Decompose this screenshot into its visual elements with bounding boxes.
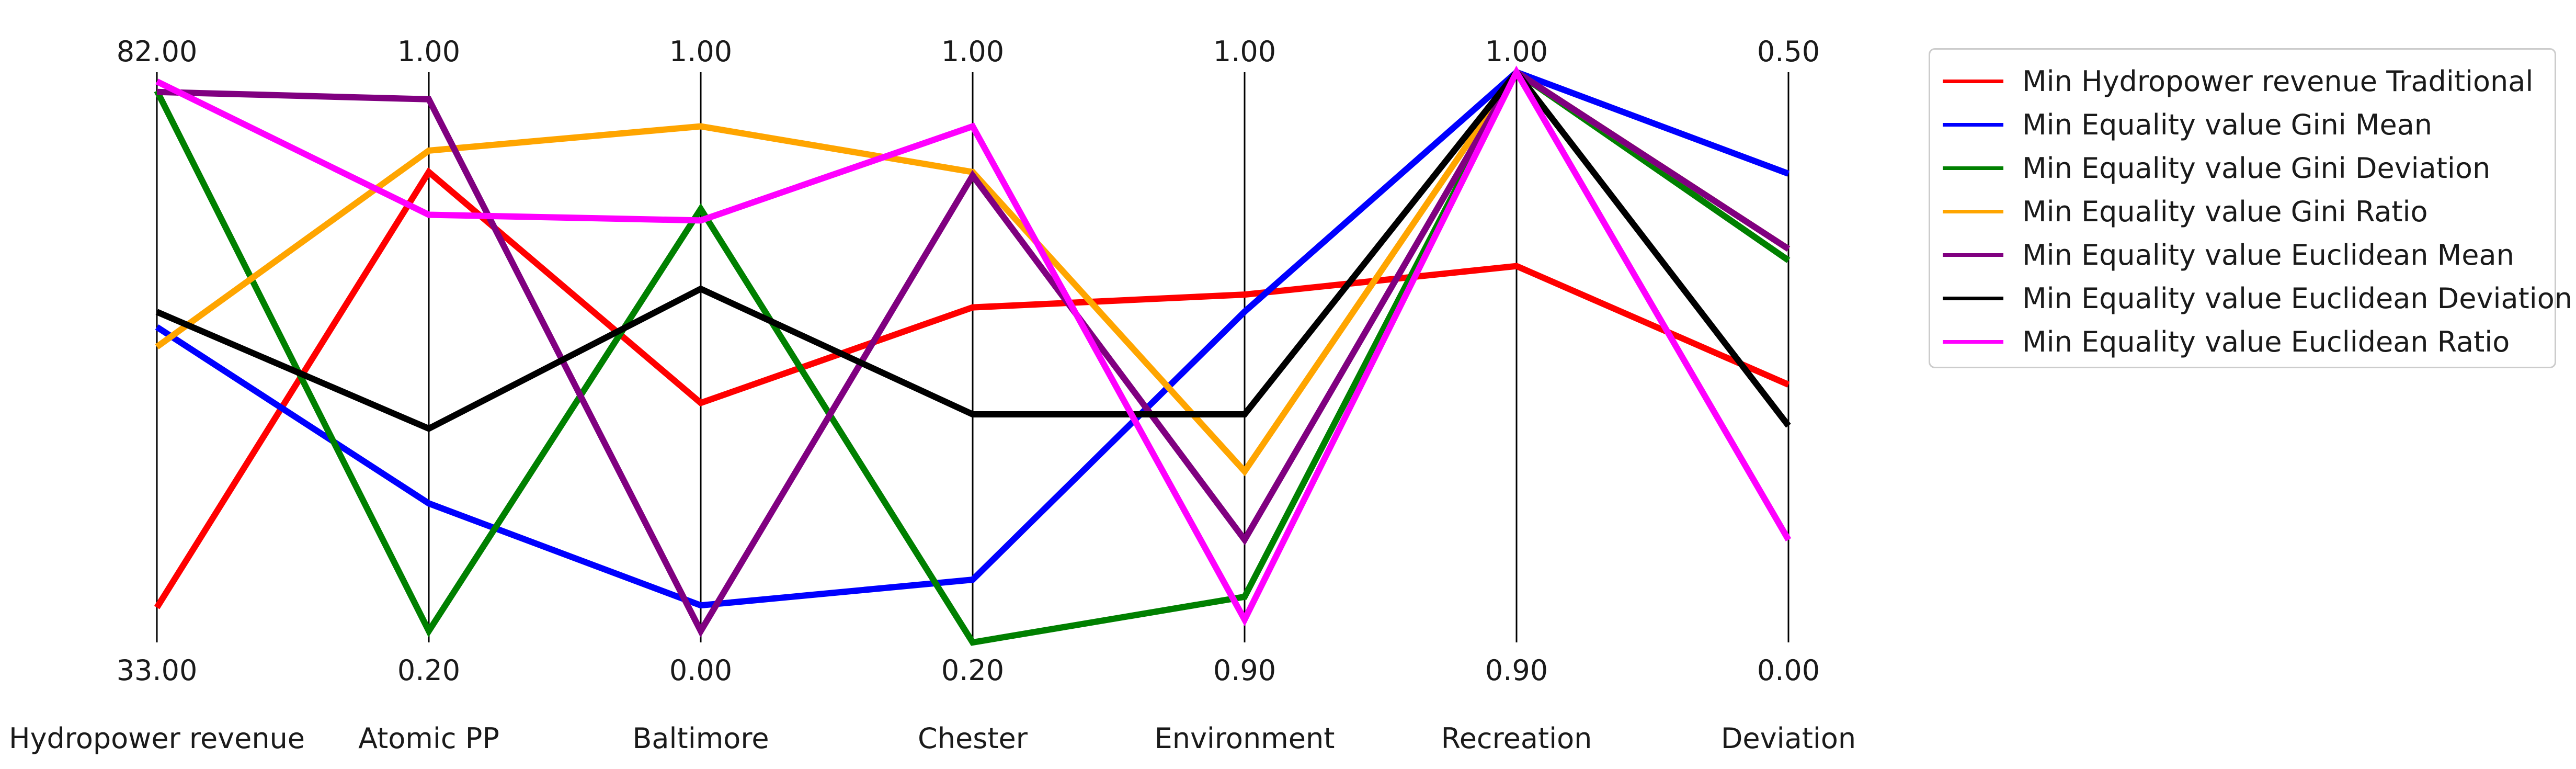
axis-min-tick-label: 0.20 [941, 654, 1004, 687]
axis-label: Environment [1155, 722, 1335, 755]
legend-label: Min Equality value Euclidean Ratio [2022, 325, 2510, 358]
axis-max-tick-label: 0.50 [1757, 35, 1820, 68]
legend-item: Min Equality value Euclidean Mean [1943, 234, 2514, 276]
axis-max-tick-label: 1.00 [941, 35, 1004, 68]
legend-label: Min Equality value Euclidean Deviation [2022, 281, 2572, 315]
axis-max-tick-label: 82.00 [117, 35, 198, 68]
series-line [154, 167, 1790, 609]
legend-item: Min Equality value Gini Ratio [1943, 190, 2428, 232]
axis-labels-layer: 82.00 33.00 Hydropower revenue 1.00 0.20 Atom… [9, 35, 1856, 755]
legend-swatch [1943, 296, 2003, 300]
axis-min-tick-label: 0.00 [669, 654, 732, 687]
axis-max-tick-label: 1.00 [397, 35, 460, 68]
legend-swatch [1943, 340, 2003, 344]
axis-max-tick-label: 1.00 [669, 35, 732, 68]
legend-swatch [1943, 209, 2003, 213]
legend-label: Min Hydropower revenue Traditional [2022, 64, 2534, 98]
legend-label: Min Equality value Euclidean Mean [2022, 238, 2514, 272]
axis-label: Chester [918, 722, 1028, 755]
legend-swatch [1943, 79, 2003, 83]
legend-label: Min Equality value Gini Mean [2022, 108, 2433, 141]
axis-max-tick-label: 1.00 [1213, 35, 1276, 68]
axis-min-tick-label: 0.90 [1213, 654, 1276, 687]
legend: Min Hydropower revenue Traditional Min Eq… [1929, 48, 2572, 368]
axes-layer [156, 72, 1789, 642]
series-line [155, 65, 1792, 627]
legend-swatch [1943, 253, 2003, 257]
axis-min-tick-label: 0.20 [397, 654, 460, 687]
legend-label: Min Equality value Gini Deviation [2022, 151, 2491, 185]
legend-item: Min Equality value Gini Deviation [1943, 147, 2490, 189]
axis-label: Recreation [1441, 722, 1592, 755]
axis-min-tick-label: 0.00 [1757, 654, 1820, 687]
legend-swatch [1943, 166, 2003, 170]
legend-item: Min Hydropower revenue Traditional [1943, 60, 2533, 102]
axis-label: Deviation [1721, 722, 1856, 755]
legend-item: Min Equality value Euclidean Ratio [1943, 321, 2510, 363]
axis-label: Baltimore [632, 722, 769, 755]
axis-label: Hydropower revenue [9, 722, 305, 755]
axis-max-tick-label: 1.00 [1485, 35, 1548, 68]
legend-swatch [1943, 122, 2003, 127]
axis-label: Atomic PP [358, 722, 499, 755]
axis-min-tick-label: 33.00 [117, 654, 198, 687]
legend-label: Min Equality value Gini Ratio [2022, 195, 2428, 228]
legend-item: Min Equality value Euclidean Deviation [1943, 277, 2572, 319]
series-lines-layer [154, 65, 1792, 646]
legend-item: Min Equality value Gini Mean [1943, 104, 2432, 145]
axis-min-tick-label: 0.90 [1485, 654, 1548, 687]
